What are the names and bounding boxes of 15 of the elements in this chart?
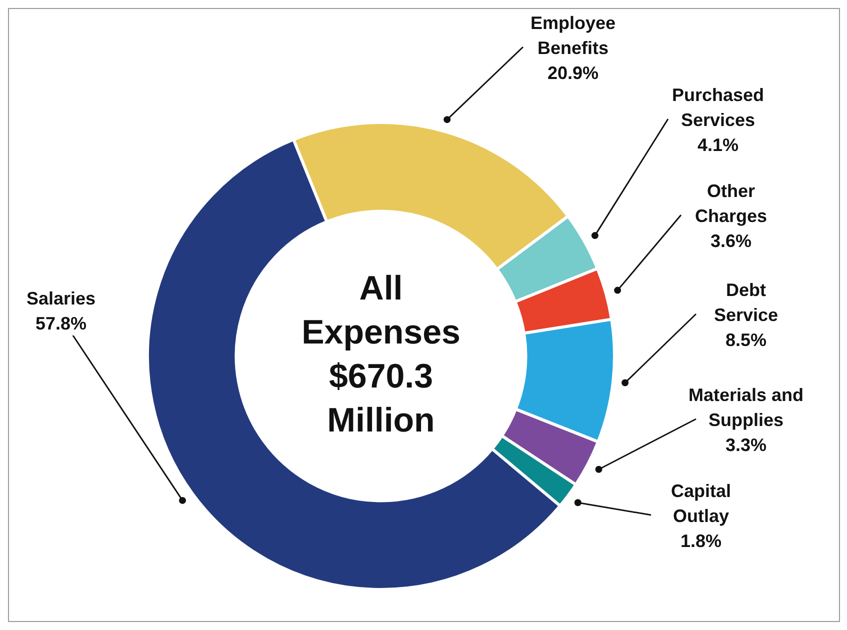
slice-label: Purchased Services [672, 84, 764, 130]
data-label: 3.3% [725, 434, 767, 455]
data-label: 57.8% [35, 313, 87, 334]
slice-label: Employee Benefits [530, 12, 616, 58]
data-label: 4.1% [697, 134, 739, 155]
slice-label: Salaries [26, 288, 96, 308]
slice-label: Other Charges [694, 180, 768, 226]
data-label: 8.5% [725, 330, 767, 350]
data-label: 20.9% [547, 62, 599, 83]
slice-label: Capital Outlay [670, 480, 732, 526]
data-label: 3.6% [710, 230, 752, 251]
text: All Expenses $670.3 Million [302, 269, 460, 440]
data-label: 1.8% [680, 530, 722, 551]
slice-label: Debt Service [714, 280, 778, 325]
slice-label: Materials and Supplies [688, 384, 804, 430]
